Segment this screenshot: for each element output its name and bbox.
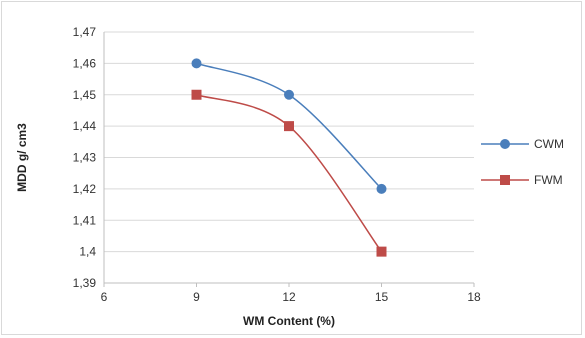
tick-labels: 1,39 1,4 1,41 1,42 1,43 1,44 1,45 1,46 1,47 6 9 12 1… (73, 25, 481, 304)
y-tick-label: 1,46 (73, 56, 97, 70)
legend: CWM FWM (481, 137, 564, 187)
legend-marker-cwm (500, 139, 510, 149)
data-point-fwm (191, 89, 202, 100)
data-point-cwm (284, 89, 294, 100)
axes (103, 32, 475, 287)
data-point-fwm (376, 246, 387, 257)
y-axis-title: MDD g/ cm3 (15, 123, 29, 192)
series-lines (191, 58, 387, 257)
x-tick-label: 6 (101, 290, 108, 304)
legend-label-cwm: CWM (534, 137, 564, 151)
data-point-cwm (376, 183, 387, 194)
y-tick-label: 1,47 (73, 25, 97, 39)
y-tick-label: 1,4 (79, 245, 96, 259)
y-tick-label: 1,39 (73, 276, 97, 290)
data-point-cwm (191, 58, 202, 69)
x-tick-label: 15 (375, 290, 389, 304)
x-tick-label: 9 (193, 290, 200, 304)
x-tick-label: 18 (467, 290, 481, 304)
legend-marker-fwm (500, 175, 510, 185)
y-tick-label: 1,45 (73, 88, 97, 102)
x-axis-title: WM Content (%) (243, 314, 335, 328)
y-tick-label: 1,44 (73, 119, 97, 133)
legend-label-fwm: FWM (534, 173, 563, 187)
series-line-fwm (196, 94, 383, 253)
x-tick-label: 12 (282, 290, 296, 304)
data-point-fwm (284, 121, 294, 132)
y-tick-label: 1,41 (73, 213, 97, 227)
y-tick-label: 1,43 (73, 151, 97, 165)
y-tick-label: 1,42 (73, 182, 97, 196)
gridlines (104, 31, 474, 284)
